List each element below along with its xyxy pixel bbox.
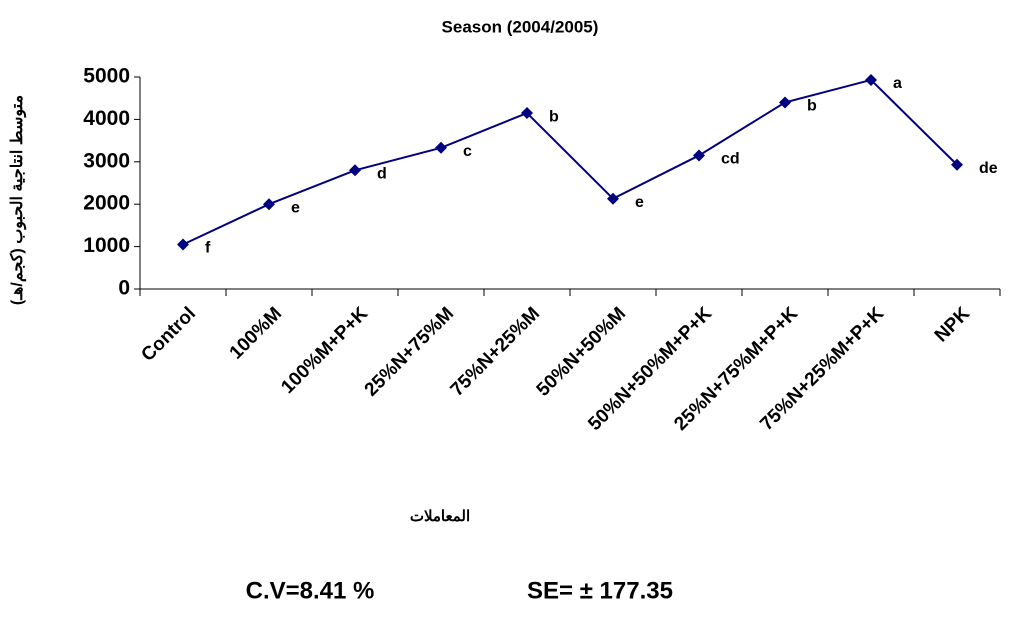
marker [435,141,447,154]
y-tick-label: 2000 [83,192,130,215]
marker [693,149,705,162]
x-tick-label: 75%N+25%M [447,303,544,400]
y-tick-label: 5000 [83,65,130,88]
annotation: c [463,143,472,160]
marker [779,96,791,109]
x-axis-label: المعاملات [410,508,470,525]
marker [951,158,963,171]
y-axis-label: متوسط انتاجية الحبوب (كجم/هـ) [9,95,27,305]
y-tick-label: 4000 [83,107,130,130]
x-tick-label: NPK [931,303,974,346]
chart-title: Season (2004/2005) [442,17,599,36]
annotation: a [893,75,902,92]
annotation: e [291,199,300,216]
annotation: cd [721,151,740,168]
y-tick-label: 3000 [83,149,130,172]
annotation: f [205,240,211,257]
marker [607,192,619,205]
annotation: de [979,160,998,177]
marker [865,73,877,86]
y-tick-label: 0 [118,277,130,300]
annotation: e [635,194,644,211]
annotation: b [549,108,559,125]
x-tick-label: 25%N+75%M [361,303,458,400]
marker [521,107,533,120]
x-tick-label: 50%N+50%M [533,303,630,400]
marker [263,198,275,211]
annotation: b [807,98,817,115]
x-tick-label: 100%M+P+K [277,303,372,398]
line [182,78,958,246]
y-tick-label: 1000 [83,234,130,257]
marker [349,164,361,177]
x-tick-label: Control [137,303,200,366]
note: SE= ± 177.35 [527,577,673,604]
annotation: d [377,165,387,182]
x-tick-label: 100%M [226,303,286,363]
note: C.V=8.41 % [246,577,375,604]
marker [177,238,189,251]
